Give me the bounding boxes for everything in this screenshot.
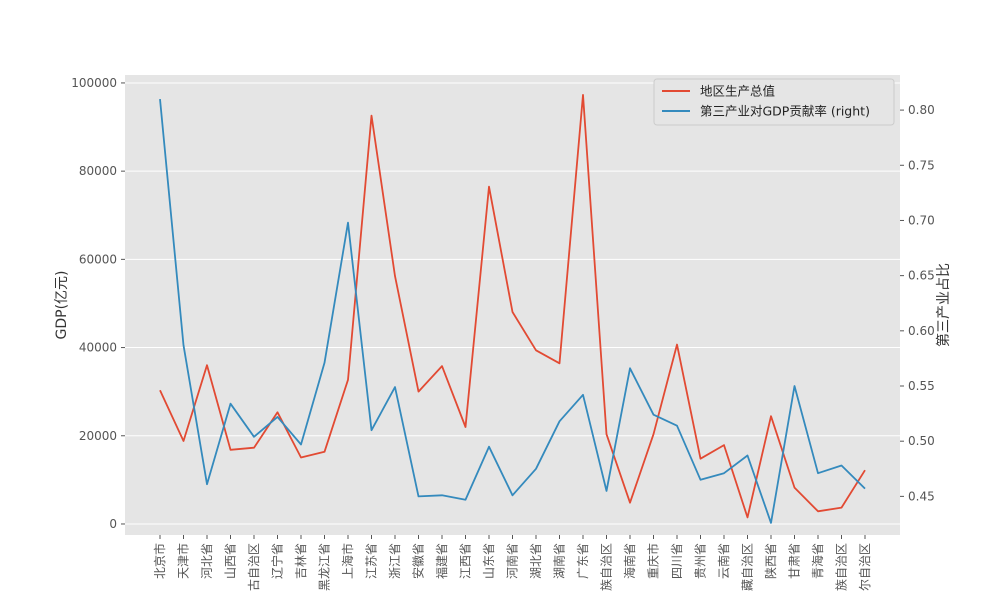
legend-label-gdp: 地区生产总值: [700, 84, 775, 99]
legend: 地区生产总值 第三产业对GDP贡献率 (right): [653, 78, 895, 126]
y2-tick-label: 0.60: [908, 324, 935, 338]
x-tick-label: 湖南省: [552, 543, 567, 579]
y-axis-right: 0.45 0.50 0.55 0.60 0.65 0.70 0.75 0.80: [900, 103, 935, 503]
y-tick-label: 80000: [79, 164, 117, 178]
y-axis-label: GDP(亿元): [54, 271, 70, 340]
y-axis-left: 0 20000 40000 60000 80000 100000: [71, 76, 125, 531]
x-tick-label: 族自治区: [600, 543, 614, 591]
x-tick-label: 河南省: [505, 543, 520, 579]
y2-tick-label: 0.50: [908, 434, 935, 448]
x-tick-label: 贵州省: [694, 543, 708, 579]
y2-axis-label: 第三产业占比: [935, 263, 952, 347]
x-axis: 北京市 天津市 河北省 山西省 古自治区 辽宁省 吉林省 黑龙江省 上海市 江苏省 浙江省 安徽省 福建…: [152, 535, 872, 591]
y2-tick-label: 0.45: [908, 489, 935, 503]
x-tick-label: 重庆市: [646, 543, 661, 579]
y-tick-label: 60000: [79, 252, 117, 266]
x-tick-label: 尔自治区: [857, 543, 872, 591]
x-tick-label: 江西省: [459, 543, 473, 579]
x-tick-label: 湖北省: [528, 543, 543, 579]
x-tick-label: 上海市: [340, 543, 355, 579]
x-tick-label: 山西省: [224, 543, 238, 579]
x-tick-label: 青海省: [810, 543, 825, 579]
x-tick-label: 广东省: [576, 543, 590, 579]
series-lines: [159, 94, 866, 524]
x-tick-label: 藏自治区: [741, 543, 755, 591]
y2-tick-label: 0.80: [908, 103, 935, 117]
x-tick-label: 河北省: [200, 543, 214, 579]
x-tick-label: 辽宁省: [270, 543, 285, 579]
x-tick-label: 北京市: [152, 543, 167, 579]
x-tick-label: 山东省: [482, 543, 496, 579]
x-tick-label: 吉林省: [294, 543, 308, 579]
x-tick-label: 海南省: [622, 543, 637, 579]
x-tick-label: 浙江省: [388, 543, 402, 579]
x-tick-label: 天津市: [176, 543, 191, 579]
series-line-tertiary-share: [159, 99, 866, 524]
x-tick-label: 福建省: [434, 543, 449, 579]
legend-label-tertiary: 第三产业对GDP贡献率 (right): [700, 104, 870, 119]
y2-tick-label: 0.70: [908, 213, 935, 227]
x-tick-label: 云南省: [716, 543, 731, 579]
x-tick-label: 江苏省: [365, 543, 379, 579]
x-tick-label: 安徽省: [411, 543, 426, 579]
y-tick-label: 100000: [71, 76, 117, 90]
y2-tick-label: 0.75: [908, 158, 935, 172]
plot-area: [125, 75, 900, 535]
x-tick-label: 甘肃省: [788, 543, 802, 579]
y-tick-label: 40000: [79, 341, 117, 355]
x-tick-label: 黑龙江省: [318, 543, 332, 591]
y-tick-label: 20000: [79, 429, 117, 443]
x-tick-label: 古自治区: [246, 543, 261, 591]
series-line-gdp: [159, 94, 866, 519]
legend-box: [653, 78, 895, 126]
y2-tick-label: 0.65: [908, 269, 935, 283]
x-tick-label: 陕西省: [763, 543, 778, 579]
y-tick-label: 0: [109, 517, 117, 531]
y2-tick-label: 0.55: [908, 379, 935, 393]
x-tick-label: 族自治区: [835, 543, 849, 591]
x-tick-label: 四川省: [670, 543, 684, 579]
